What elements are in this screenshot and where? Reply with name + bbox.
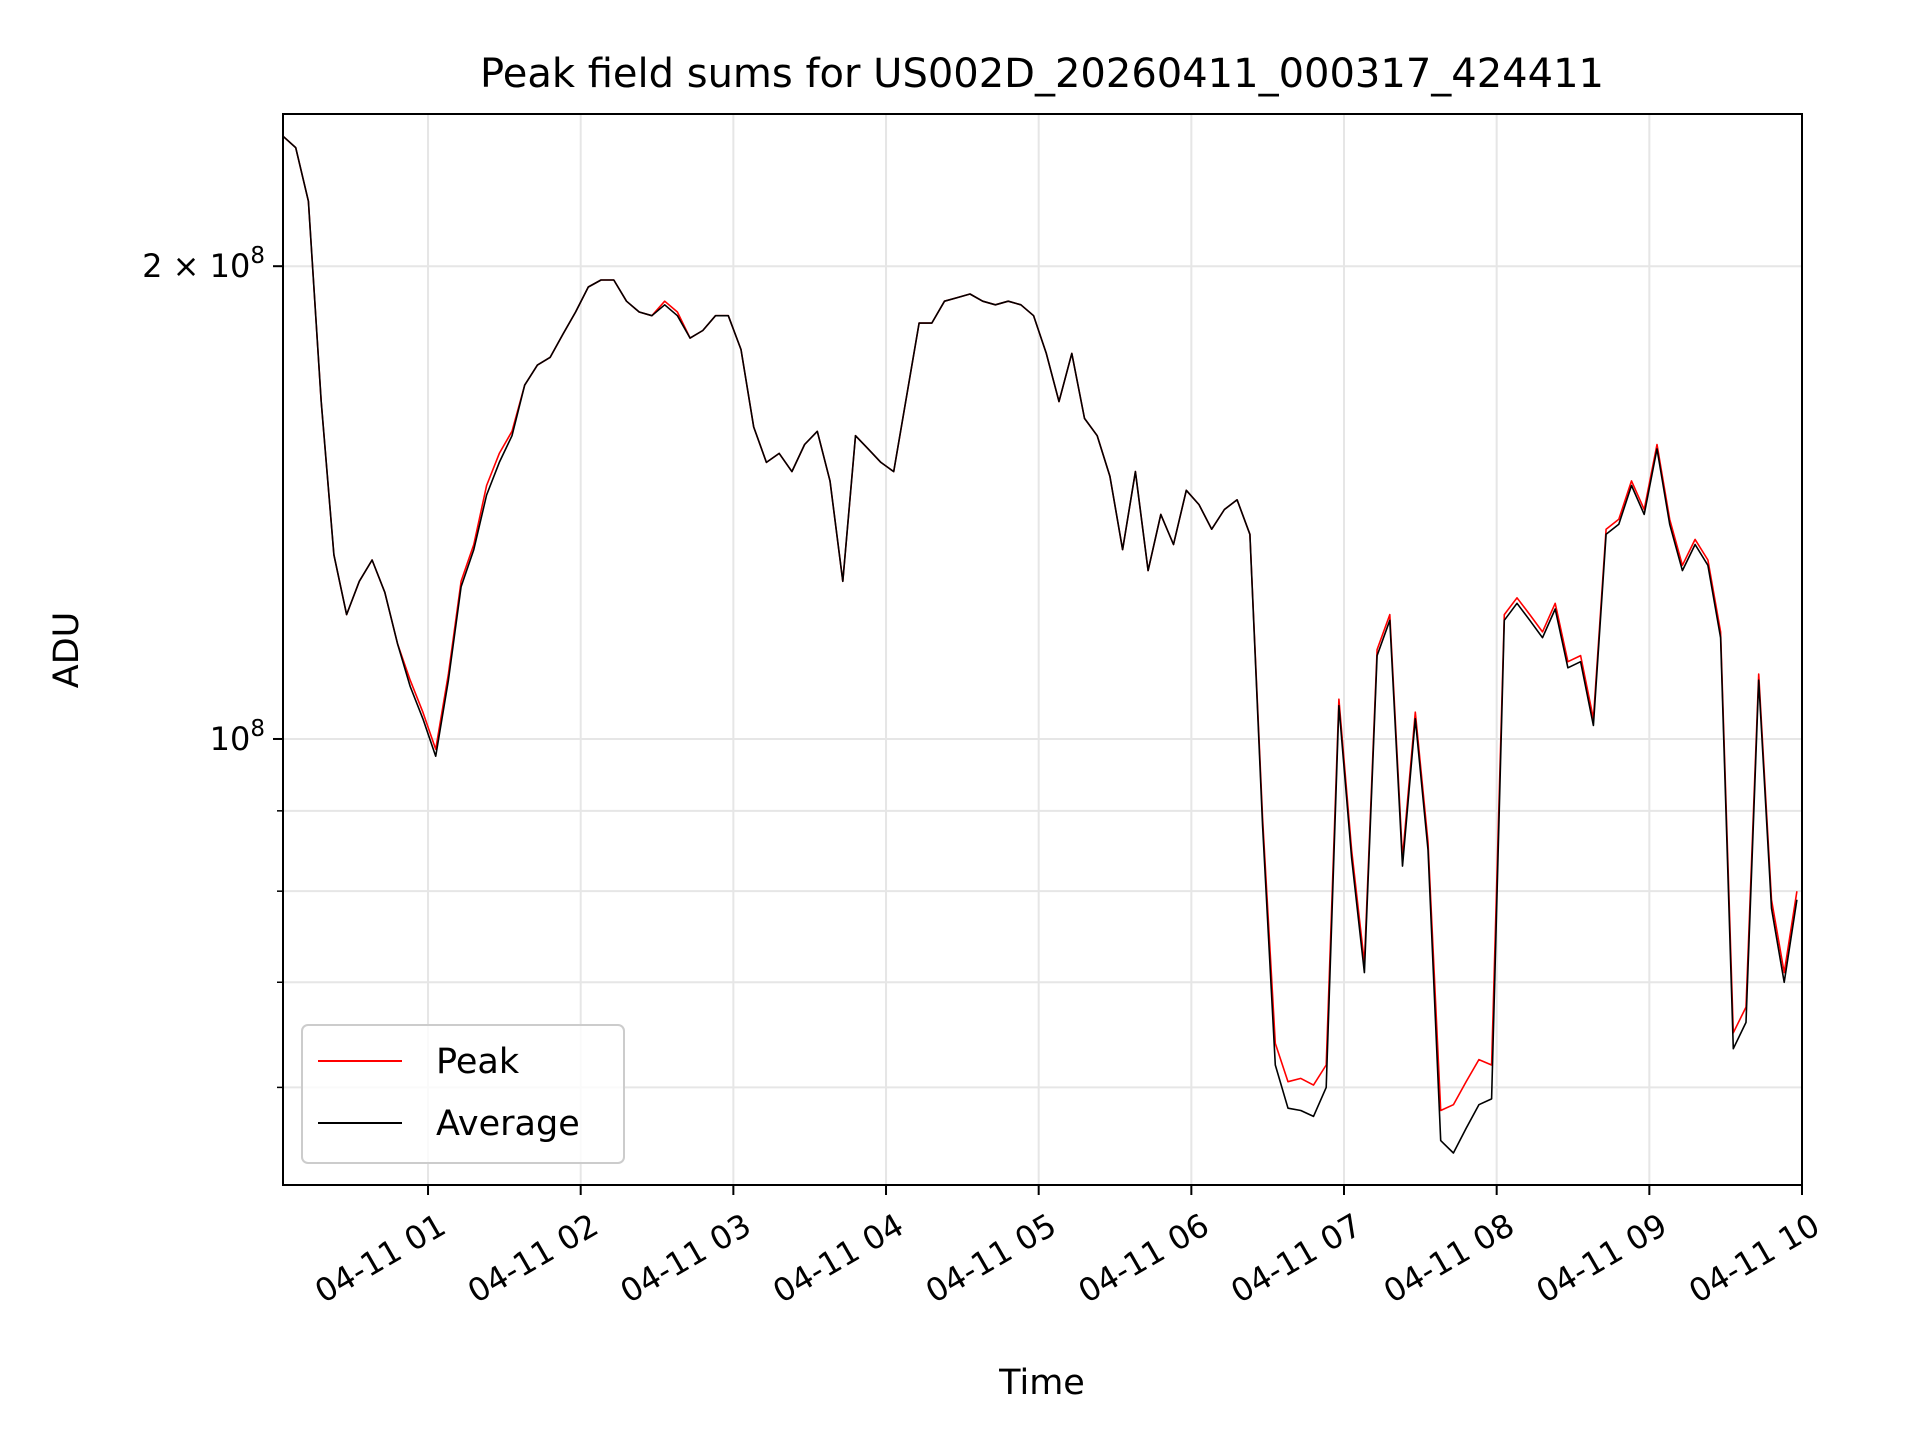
chart-title: Peak field sums for US002D_20260411_0003…	[480, 51, 1604, 97]
legend-box	[301, 1024, 625, 1164]
y-tick-label: 2 × 108	[142, 243, 265, 285]
series-lines	[282, 135, 1798, 1154]
x-axis-label: Time	[998, 1363, 1085, 1403]
y-axis-ticks: 108 2 × 108	[142, 243, 283, 1089]
legend: Peak Average	[301, 1024, 625, 1164]
legend-label-peak: Peak	[436, 1042, 520, 1082]
legend-label-average: Average	[436, 1104, 580, 1144]
y-axis-label: ADU	[47, 612, 87, 689]
y-tick-label: 108	[210, 716, 265, 758]
plot-frame	[282, 113, 1803, 1186]
series-line-average	[282, 135, 1798, 1154]
